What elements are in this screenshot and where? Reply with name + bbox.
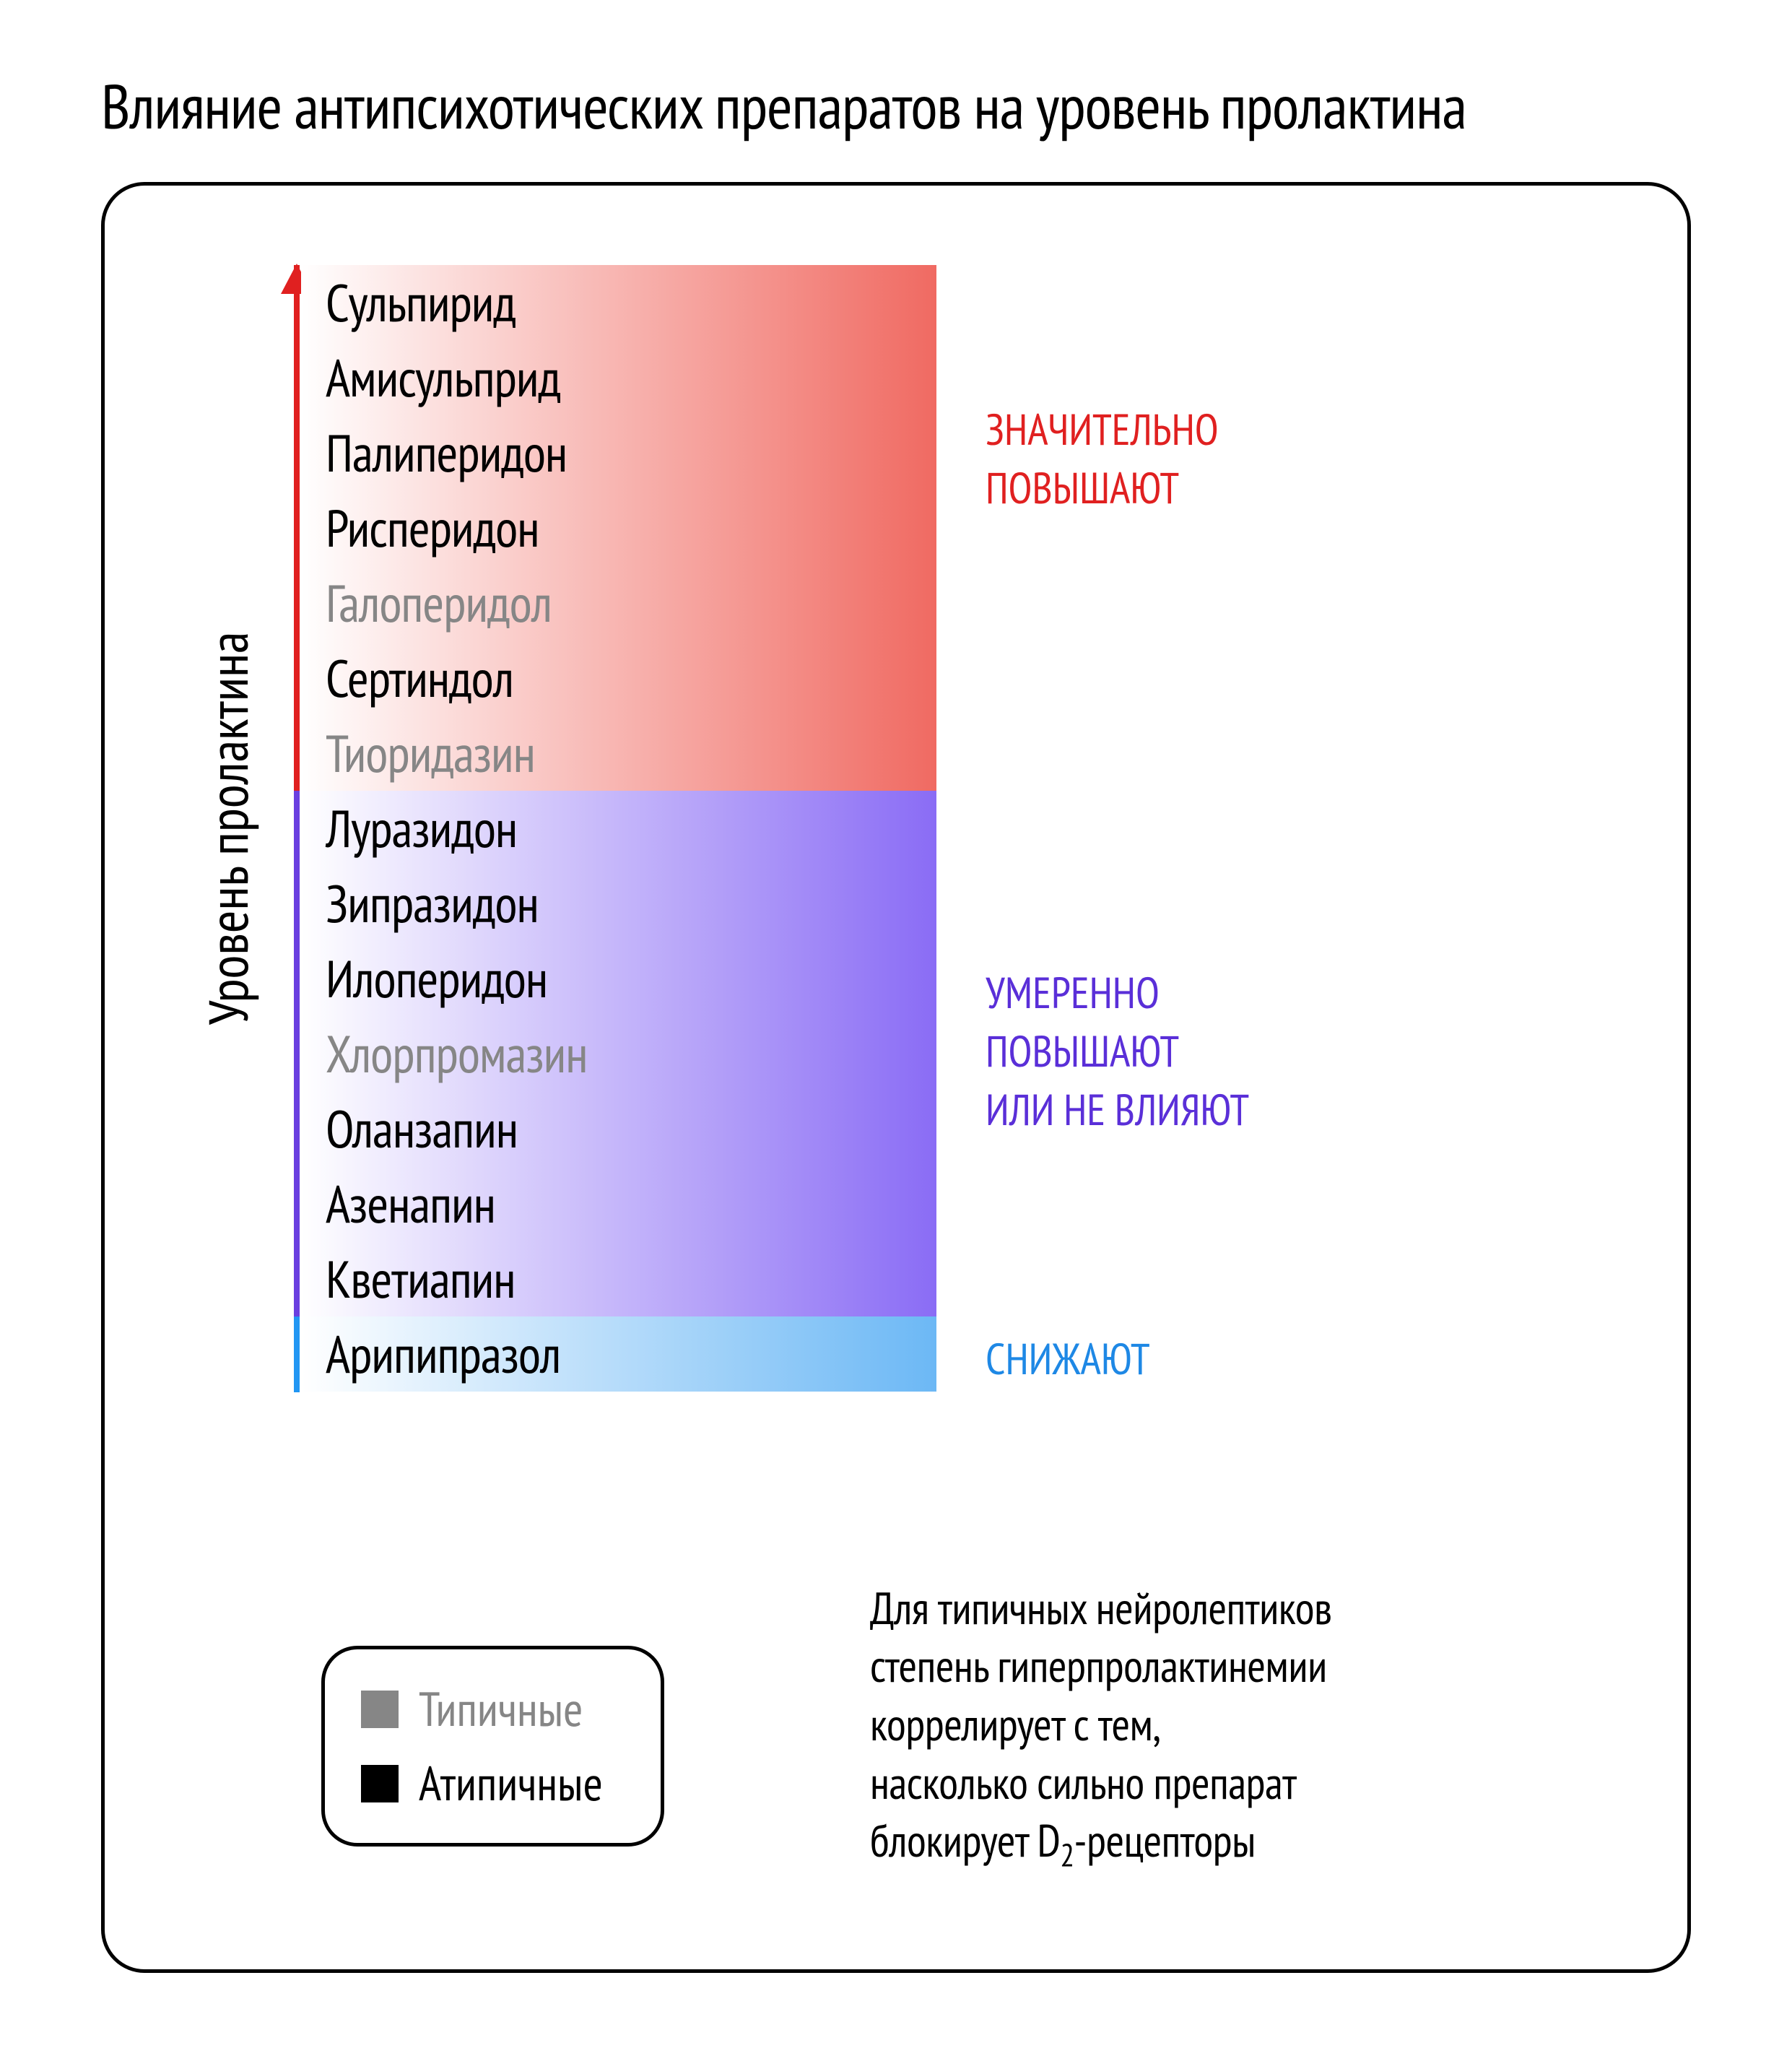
drug-item: Рисперидон xyxy=(326,502,936,554)
band-high: Сульпирид Амисульприд Палиперидон Рисперидо… xyxy=(301,265,936,791)
category-label-low: СНИЖАЮТ xyxy=(986,1329,1150,1388)
legend-swatch-typical xyxy=(361,1691,399,1728)
drug-item: Зипразидон xyxy=(326,877,936,929)
drug-item: Оланзапин xyxy=(326,1103,936,1155)
chart-area: Уровень пролактина СульпиридАмисульпридП… xyxy=(292,265,1615,1392)
drug-item: Луразидон xyxy=(326,802,936,854)
drug-column: Сульпирид Амисульприд Палиперидон Рисперидо… xyxy=(301,265,936,1392)
drug-item: Илоперидон xyxy=(326,953,936,1005)
legend-atypical-label: Атипичные xyxy=(419,1753,603,1814)
y-axis-label: Уровень пролактина xyxy=(192,632,263,1025)
legend-typical: Типичные xyxy=(361,1678,603,1740)
legend: Типичные Атипичные xyxy=(321,1646,664,1847)
drug-item: Сертиндол xyxy=(326,652,936,704)
legend-swatch-atypical xyxy=(361,1765,399,1802)
footnote: Для типичных нейролептиковстепень гиперп… xyxy=(870,1579,1332,1875)
drug-item: Сульпирид xyxy=(326,277,936,329)
legend-typical-label: Типичные xyxy=(419,1678,583,1740)
band-mid: Луразидон Зипразидон Илоперидон Хлорпромази… xyxy=(301,791,936,1316)
drug-item: Арипипразол xyxy=(326,1328,936,1380)
drug-item: Галоперидол xyxy=(326,577,936,629)
drug-item: Хлорпромазин xyxy=(326,1028,936,1080)
legend-atypical: Атипичные xyxy=(361,1753,603,1814)
drug-item: Палиперидон xyxy=(326,427,936,479)
category-label-high: ЗНАЧИТЕЛЬНОПОВЫШАЮТ xyxy=(986,400,1219,517)
panel: Уровень пролактина Сульпирид Амисульприд П… xyxy=(101,182,1691,1973)
page-title: Влияние антипсихотических препаратов на … xyxy=(101,65,1691,146)
band-low: Арипипразол xyxy=(301,1316,936,1392)
category-label-mid: УМЕРЕННОПОВЫШАЮТИЛИ НЕ ВЛИЯЮТ xyxy=(986,963,1249,1139)
drug-item: Амисульприд xyxy=(326,352,936,404)
arrow-axis xyxy=(292,265,301,1392)
drug-item: Азенапин xyxy=(326,1178,936,1230)
drug-item: Кветиапин xyxy=(326,1253,936,1305)
drug-item: Тиоридазин xyxy=(326,727,936,779)
